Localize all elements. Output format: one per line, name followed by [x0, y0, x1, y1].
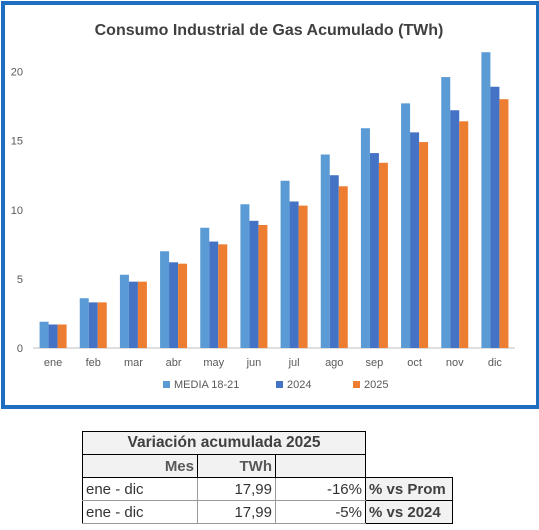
bar-dic-2024	[490, 86, 500, 348]
bar-oct-media-18-21	[401, 103, 411, 348]
table-row: ene - dic 17,99 -5% % vs 2024	[82, 500, 453, 524]
bar-jul-media-18-21	[280, 180, 290, 348]
bar-dic-media-18-21	[481, 52, 491, 349]
row-mes: ene - dic	[82, 500, 198, 524]
y-tick-label: 15	[11, 136, 23, 148]
x-tick-label: sep	[366, 357, 384, 369]
bar-abr-media-18-21	[160, 251, 170, 348]
legend-swatch	[353, 381, 360, 388]
bar-abr-2025	[178, 263, 188, 348]
bar-jun-2025	[258, 224, 268, 348]
bar-nov-2025	[459, 121, 469, 348]
y-axis-tick-labels: 0 5 10 15 20	[11, 67, 23, 355]
bar-chart: Consumo Industrial de Gas Acumulado (TWh…	[11, 22, 515, 391]
x-tick-label: jun	[246, 357, 262, 369]
bar-may-media-18-21	[200, 227, 210, 348]
x-axis-tick-labels: ene feb mar abr may jun jul ago sep oct nov dic	[44, 357, 503, 369]
y-tick-label: 0	[17, 343, 23, 355]
bar-may-2025	[218, 244, 228, 348]
legend-label: MEDIA 18-21	[174, 379, 239, 391]
row-pct: -5%	[275, 500, 366, 524]
variation-table: Variación acumulada 2025 Mes TWh ene - d…	[82, 431, 453, 524]
y-tick-label: 10	[11, 205, 23, 217]
bars-group	[39, 52, 509, 349]
bar-sep-2024	[369, 153, 379, 348]
bar-jun-media-18-21	[240, 204, 250, 348]
bar-mar-2024	[128, 281, 138, 348]
legend-swatch	[163, 381, 170, 388]
x-tick-label: feb	[86, 357, 101, 369]
bar-ago-2024	[329, 175, 339, 348]
bar-dic-2025	[499, 99, 509, 348]
y-tick-label: 20	[11, 67, 23, 79]
legend: MEDIA 18-21 2024 2025	[163, 379, 388, 391]
x-tick-label: dic	[488, 357, 503, 369]
bar-ene-2025	[57, 324, 67, 348]
x-tick-label: nov	[446, 357, 464, 369]
bar-abr-2024	[169, 262, 179, 348]
bar-feb-media-18-21	[79, 298, 89, 348]
bar-mar-media-18-21	[119, 274, 129, 348]
bar-oct-2025	[419, 142, 429, 348]
bar-ene-2024	[48, 324, 58, 348]
legend-swatch	[276, 381, 283, 388]
bar-ago-media-18-21	[320, 154, 330, 348]
bar-jul-2024	[289, 201, 299, 348]
y-tick-label: 5	[17, 274, 23, 286]
x-tick-label: mar	[124, 357, 143, 369]
bar-may-2024	[209, 241, 219, 348]
x-tick-label: ago	[325, 357, 343, 369]
row-twh: 17,99	[197, 500, 276, 524]
bar-sep-media-18-21	[360, 128, 370, 348]
table-row: ene - dic 17,99 -16% % vs Prom	[82, 477, 453, 501]
bar-nov-2024	[450, 110, 460, 348]
table-caption: Variación acumulada 2025	[82, 431, 366, 455]
row-note: % vs Prom	[365, 477, 453, 501]
row-pct: -16%	[275, 477, 366, 501]
bar-nov-media-18-21	[441, 77, 451, 348]
bar-sep-2025	[378, 162, 388, 348]
x-tick-label: may	[203, 357, 224, 369]
legend-label: 2024	[287, 379, 311, 391]
x-tick-label: jul	[288, 357, 300, 369]
x-tick-label: ene	[44, 357, 62, 369]
header-twh: TWh	[197, 454, 276, 478]
bar-feb-2025	[97, 302, 107, 348]
row-mes: ene - dic	[82, 477, 198, 501]
header-blank	[275, 454, 366, 478]
chart-panel: Consumo Industrial de Gas Acumulado (TWh…	[1, 1, 539, 409]
chart-title: Consumo Industrial de Gas Acumulado (TWh…	[95, 22, 444, 39]
row-note: % vs 2024	[365, 500, 453, 524]
bar-oct-2024	[410, 132, 420, 348]
x-tick-label: abr	[166, 357, 182, 369]
row-twh: 17,99	[197, 477, 276, 501]
bar-mar-2025	[137, 281, 147, 348]
legend-label: 2025	[364, 379, 388, 391]
bar-ago-2025	[338, 186, 348, 348]
header-mes: Mes	[82, 454, 198, 478]
bar-ene-media-18-21	[39, 321, 49, 348]
bar-jul-2025	[298, 205, 308, 348]
x-tick-label: oct	[407, 357, 422, 369]
bar-jun-2024	[249, 220, 259, 348]
bar-feb-2024	[88, 302, 98, 348]
